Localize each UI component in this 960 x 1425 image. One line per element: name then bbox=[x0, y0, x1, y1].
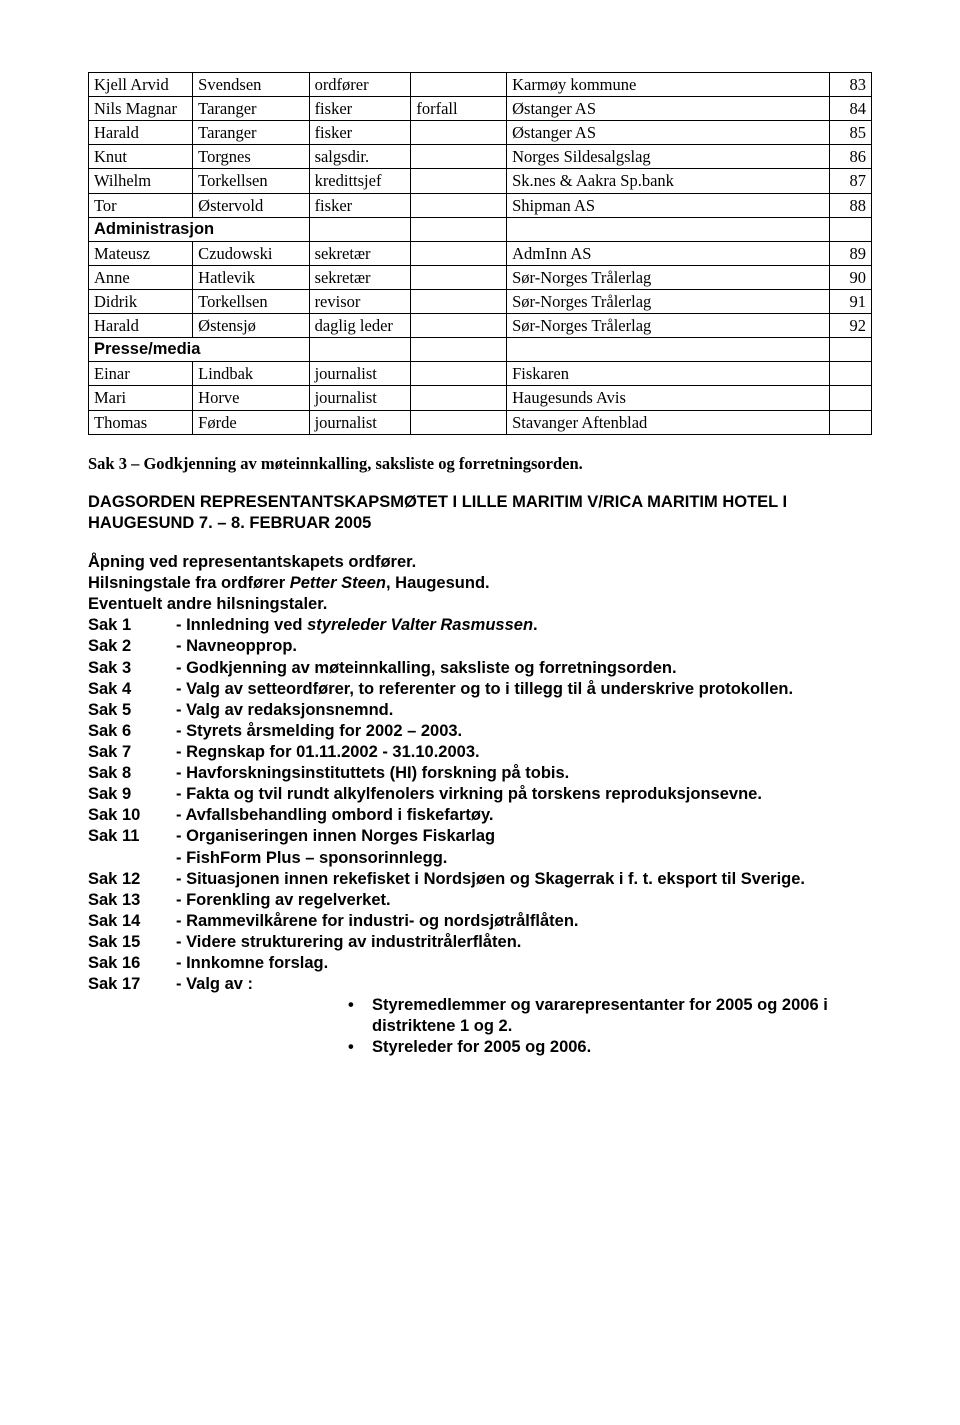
sak-body: - Organiseringen innen Norges Fiskarlag bbox=[176, 826, 872, 847]
sak-row: Sak 10- Avfallsbehandling ombord i fiske… bbox=[88, 805, 872, 826]
dagsorden-title: DAGSORDEN REPRESENTANTSKAPSMØTET I LILLE… bbox=[88, 492, 872, 534]
sak-row: Sak 2- Navneopprop. bbox=[88, 636, 872, 657]
sak-body: - Navneopprop. bbox=[176, 636, 872, 657]
sak-label: Sak 6 bbox=[88, 721, 176, 742]
sak-row: Sak 9- Fakta og tvil rundt alkylfenolers… bbox=[88, 784, 872, 805]
section-header: Presse/media bbox=[89, 338, 310, 362]
opening-line2: Hilsningstale fra ordfører Petter Steen,… bbox=[88, 573, 872, 594]
sak-body: - Videre strukturering av industritråler… bbox=[176, 932, 872, 953]
sak-body: - Regnskap for 01.11.2002 - 31.10.2003. bbox=[176, 742, 872, 763]
valg-bullets: •Styremedlemmer og vararepresentanter fo… bbox=[88, 995, 872, 1058]
sak-row: Sak 17- Valg av : bbox=[88, 974, 872, 995]
sak-body: - Styrets årsmelding for 2002 – 2003. bbox=[176, 721, 872, 742]
sak-label: Sak 12 bbox=[88, 869, 176, 890]
sak-body: - Valg av setteordfører, to referenter o… bbox=[176, 679, 872, 700]
table-row: KnutTorgnessalgsdir.Norges Sildesalgslag… bbox=[89, 145, 872, 169]
sak-row: Sak 13- Forenkling av regelverket. bbox=[88, 890, 872, 911]
sak-body: - Innledning ved styreleder Valter Rasmu… bbox=[176, 615, 872, 636]
sak-body: - Rammevilkårene for industri- og nordsj… bbox=[176, 911, 872, 932]
sak-row: Sak 7- Regnskap for 01.11.2002 - 31.10.2… bbox=[88, 742, 872, 763]
sak-list: Sak 1- Innledning ved styreleder Valter … bbox=[88, 615, 872, 995]
table-row: HaraldTarangerfiskerØstanger AS85 bbox=[89, 121, 872, 145]
table-row: WilhelmTorkellsenkredittsjefSk.nes & Aak… bbox=[89, 169, 872, 193]
sak-label: Sak 9 bbox=[88, 784, 176, 805]
bullet-row: •Styremedlemmer og vararepresentanter fo… bbox=[88, 995, 872, 1037]
bullet-row: •Styreleder for 2005 og 2006. bbox=[88, 1037, 872, 1058]
table-row: DidrikTorkellsenrevisorSør-Norges Tråler… bbox=[89, 289, 872, 313]
sak-label: Sak 16 bbox=[88, 953, 176, 974]
sak-label: Sak 7 bbox=[88, 742, 176, 763]
sak-row: Sak 6- Styrets årsmelding for 2002 – 200… bbox=[88, 721, 872, 742]
table-row: MariHorvejournalistHaugesunds Avis bbox=[89, 386, 872, 410]
sak-body: - Havforskningsinstituttets (HI) forskni… bbox=[176, 763, 872, 784]
sak-body: - Forenkling av regelverket. bbox=[176, 890, 872, 911]
sak-body: - FishForm Plus – sponsorinnlegg. bbox=[176, 848, 872, 869]
bullet-text: Styreleder for 2005 og 2006. bbox=[372, 1037, 872, 1058]
sak-row: Sak 8- Havforskningsinstituttets (HI) fo… bbox=[88, 763, 872, 784]
table-row: MateuszCzudowskisekretærAdmInn AS89 bbox=[89, 241, 872, 265]
table-row: HaraldØstensjødaglig lederSør-Norges Trå… bbox=[89, 314, 872, 338]
sak-row: Sak 1- Innledning ved styreleder Valter … bbox=[88, 615, 872, 636]
sak-body: - Valg av redaksjonsnemnd. bbox=[176, 700, 872, 721]
sak-label: Sak 15 bbox=[88, 932, 176, 953]
sak-label: Sak 10 bbox=[88, 805, 176, 826]
table-row: Nils MagnarTarangerfiskerforfallØstanger… bbox=[89, 97, 872, 121]
roster-table: Kjell ArvidSvendsenordførerKarmøy kommun… bbox=[88, 72, 872, 435]
sak-row: Sak 15- Videre strukturering av industri… bbox=[88, 932, 872, 953]
sak-row: Sak 14- Rammevilkårene for industri- og … bbox=[88, 911, 872, 932]
sak-label: Sak 13 bbox=[88, 890, 176, 911]
table-row: ThomasFørdejournalistStavanger Aftenblad bbox=[89, 410, 872, 434]
sak3-heading: Sak 3 – Godkjenning av møteinnkalling, s… bbox=[88, 453, 872, 474]
table-row: TorØstervoldfiskerShipman AS88 bbox=[89, 193, 872, 217]
sak-body: - Valg av : bbox=[176, 974, 872, 995]
bullet-text: Styremedlemmer og vararepresentanter for… bbox=[372, 995, 872, 1037]
bullet-icon: • bbox=[348, 995, 372, 1016]
sak-row: Sak 5- Valg av redaksjonsnemnd. bbox=[88, 700, 872, 721]
sak-label: Sak 14 bbox=[88, 911, 176, 932]
sak-label: Sak 11 bbox=[88, 826, 176, 847]
sak-label: Sak 2 bbox=[88, 636, 176, 657]
sak-row: Sak 12- Situasjonen innen rekefisket i N… bbox=[88, 869, 872, 890]
sak-body: - Innkomne forslag. bbox=[176, 953, 872, 974]
opening-line3: Eventuelt andre hilsningstaler. bbox=[88, 594, 872, 615]
sak-row: Sak 3- Godkjenning av møteinnkalling, sa… bbox=[88, 658, 872, 679]
sak-label: Sak 17 bbox=[88, 974, 176, 995]
sak-row: - FishForm Plus – sponsorinnlegg. bbox=[88, 848, 872, 869]
sak-row: Sak 16- Innkomne forslag. bbox=[88, 953, 872, 974]
bullet-icon: • bbox=[348, 1037, 372, 1058]
sak-body: - Situasjonen innen rekefisket i Nordsjø… bbox=[176, 869, 872, 890]
opening-line1: Åpning ved representantskapets ordfører. bbox=[88, 552, 872, 573]
sak-body: - Avfallsbehandling ombord i fiskefartøy… bbox=[176, 805, 872, 826]
table-row: EinarLindbakjournalistFiskaren bbox=[89, 362, 872, 386]
table-row: Kjell ArvidSvendsenordførerKarmøy kommun… bbox=[89, 73, 872, 97]
section-header: Administrasjon bbox=[89, 217, 310, 241]
sak-body: - Godkjenning av møteinnkalling, sakslis… bbox=[176, 658, 872, 679]
sak-body: - Fakta og tvil rundt alkylfenolers virk… bbox=[176, 784, 872, 805]
sak-row: Sak 11- Organiseringen innen Norges Fisk… bbox=[88, 826, 872, 847]
sak-label: Sak 5 bbox=[88, 700, 176, 721]
sak-row: Sak 4- Valg av setteordfører, to referen… bbox=[88, 679, 872, 700]
sak-label: Sak 3 bbox=[88, 658, 176, 679]
table-row: Administrasjon bbox=[89, 217, 872, 241]
table-row: Presse/media bbox=[89, 338, 872, 362]
sak-label: Sak 8 bbox=[88, 763, 176, 784]
sak-label: Sak 1 bbox=[88, 615, 176, 636]
sak-label: Sak 4 bbox=[88, 679, 176, 700]
table-row: AnneHatleviksekretærSør-Norges Trålerlag… bbox=[89, 265, 872, 289]
opening-block: Åpning ved representantskapets ordfører.… bbox=[88, 552, 872, 615]
